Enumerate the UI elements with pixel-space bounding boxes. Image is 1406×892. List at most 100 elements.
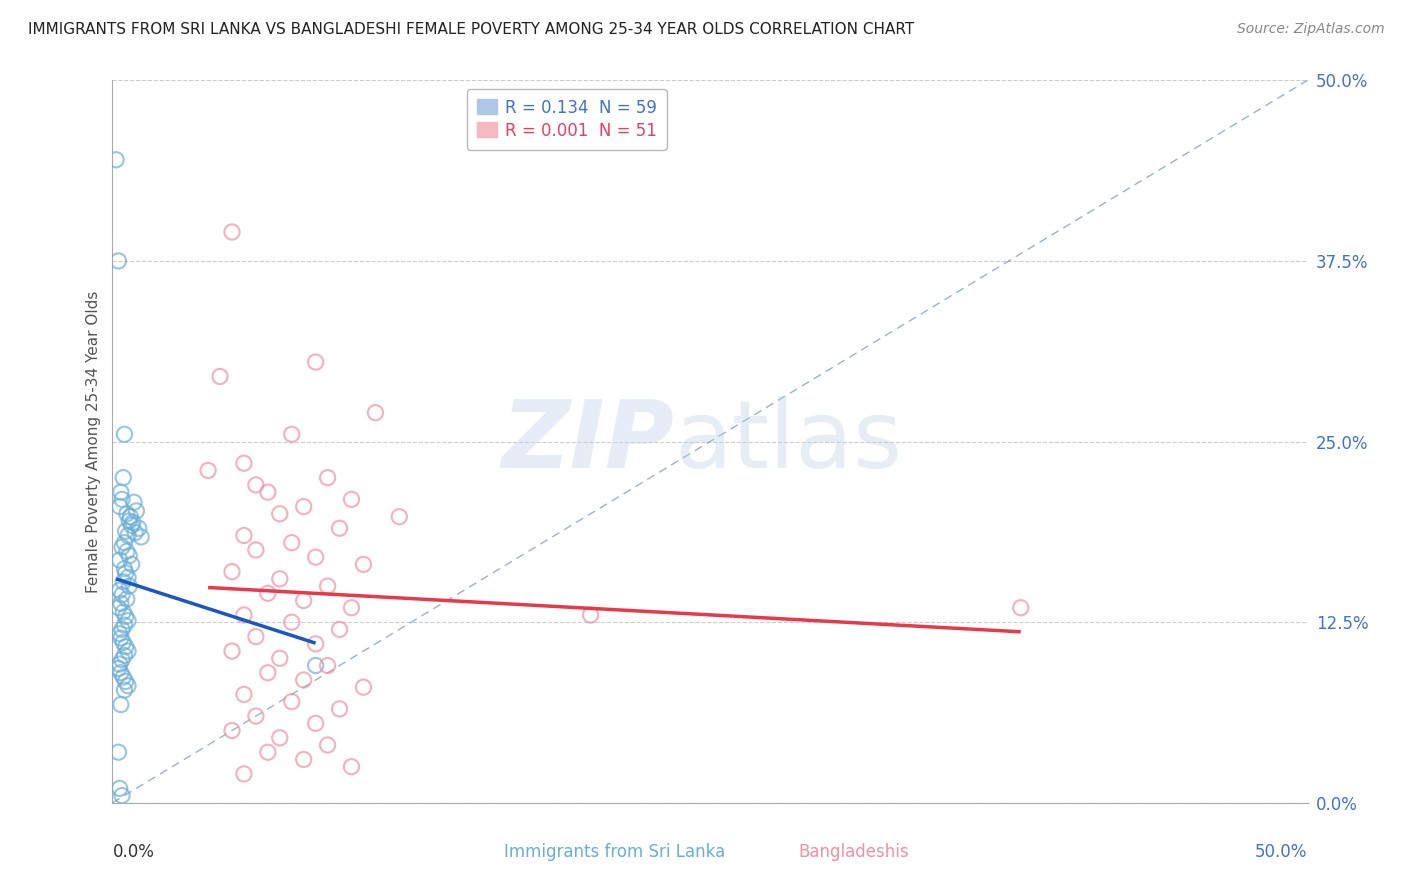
Y-axis label: Female Poverty Among 25-34 Year Olds: Female Poverty Among 25-34 Year Olds: [86, 291, 101, 592]
Point: [125, 504, 148, 518]
Point: [107, 745, 129, 759]
Point: [233, 767, 256, 781]
Point: [281, 695, 304, 709]
Point: [281, 615, 304, 630]
Text: Immigrants from Sri Lanka: Immigrants from Sri Lanka: [503, 843, 725, 861]
Point: [110, 596, 132, 610]
Point: [108, 500, 131, 514]
Point: [120, 509, 142, 524]
Point: [112, 605, 135, 619]
Point: [110, 665, 132, 680]
Point: [329, 702, 352, 716]
Point: [107, 253, 129, 268]
Point: [129, 530, 152, 544]
Text: Source: ZipAtlas.com: Source: ZipAtlas.com: [1237, 22, 1385, 37]
Point: [112, 471, 135, 485]
Point: [221, 723, 243, 738]
Point: [364, 406, 387, 420]
Point: [245, 542, 267, 557]
Point: [353, 558, 375, 572]
Point: [108, 583, 131, 598]
Text: 0.0%: 0.0%: [112, 843, 155, 861]
Text: 50.0%: 50.0%: [1256, 843, 1308, 861]
Point: [115, 544, 138, 558]
Point: [114, 674, 136, 689]
Point: [316, 471, 339, 485]
Text: ZIP: ZIP: [502, 395, 675, 488]
Point: [305, 658, 328, 673]
Point: [108, 781, 131, 796]
Point: [110, 698, 132, 712]
Legend: R = 0.134  N = 59, R = 0.001  N = 51: R = 0.134 N = 59, R = 0.001 N = 51: [467, 88, 666, 150]
Point: [117, 528, 139, 542]
Point: [111, 623, 134, 637]
Point: [121, 516, 143, 530]
Point: [107, 600, 129, 615]
Point: [197, 463, 219, 477]
Point: [111, 492, 134, 507]
Point: [305, 355, 328, 369]
Point: [117, 644, 139, 658]
Point: [269, 572, 291, 586]
Point: [111, 789, 134, 803]
Point: [121, 558, 143, 572]
Point: [112, 574, 135, 589]
Point: [117, 679, 139, 693]
Text: atlas: atlas: [675, 395, 903, 488]
Point: [316, 658, 339, 673]
Point: [107, 661, 129, 675]
Point: [110, 485, 132, 500]
Point: [114, 640, 136, 654]
Point: [388, 509, 411, 524]
Point: [221, 644, 243, 658]
Point: [316, 738, 339, 752]
Point: [269, 507, 291, 521]
Point: [117, 614, 139, 628]
Point: [114, 566, 136, 580]
Point: [233, 528, 256, 542]
Point: [245, 478, 267, 492]
Point: [329, 521, 352, 535]
Point: [281, 535, 304, 549]
Point: [340, 760, 363, 774]
Point: [111, 588, 134, 602]
Point: [221, 225, 243, 239]
Point: [118, 549, 141, 563]
Point: [257, 485, 280, 500]
Point: [316, 579, 339, 593]
Point: [111, 653, 134, 667]
Point: [114, 524, 136, 538]
Point: [117, 570, 139, 584]
Point: [108, 626, 131, 640]
Point: [305, 637, 328, 651]
Point: [269, 731, 291, 745]
Point: [114, 427, 135, 442]
Point: [269, 651, 291, 665]
Point: [115, 507, 138, 521]
Point: [108, 657, 131, 671]
Point: [281, 427, 304, 442]
Point: [114, 648, 135, 663]
Point: [340, 492, 363, 507]
Point: [353, 680, 375, 694]
Point: [108, 553, 131, 567]
Point: [209, 369, 232, 384]
Point: [245, 709, 267, 723]
Point: [292, 500, 315, 514]
Point: [292, 752, 315, 766]
Text: IMMIGRANTS FROM SRI LANKA VS BANGLADESHI FEMALE POVERTY AMONG 25-34 YEAR OLDS CO: IMMIGRANTS FROM SRI LANKA VS BANGLADESHI…: [28, 22, 914, 37]
Point: [114, 683, 135, 698]
Point: [118, 514, 141, 528]
Point: [114, 562, 135, 576]
Point: [257, 665, 280, 680]
Point: [233, 687, 256, 701]
Point: [292, 593, 315, 607]
Point: [221, 565, 243, 579]
Point: [128, 521, 150, 535]
Point: [579, 607, 602, 622]
Point: [340, 600, 363, 615]
Point: [122, 495, 145, 509]
Point: [111, 540, 134, 554]
Point: [112, 635, 135, 649]
Point: [105, 153, 128, 167]
